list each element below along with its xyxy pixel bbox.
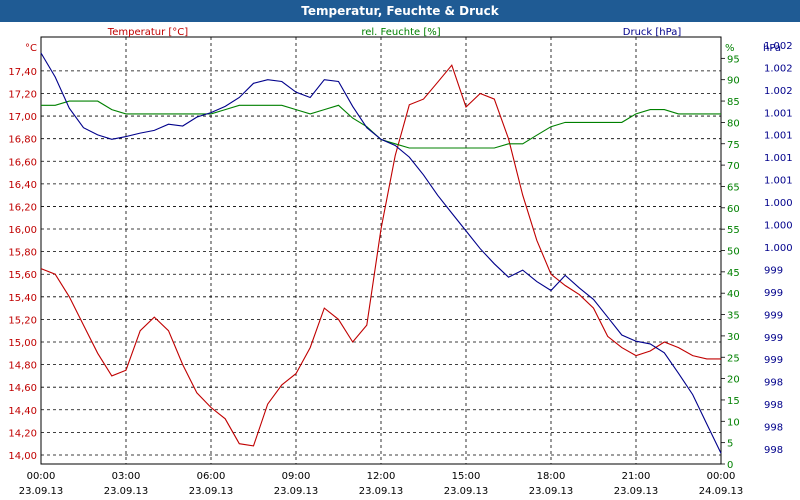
temperature-tick-label: 14,20 — [8, 428, 37, 439]
humidity-tick-label: 5 — [727, 439, 733, 450]
x-tick-time: 12:00 — [367, 471, 396, 482]
humidity-tick-label: 35 — [727, 311, 740, 322]
pressure-tick-label: 1.001 — [764, 108, 793, 119]
humidity-tick-label: 85 — [727, 97, 740, 108]
temperature-tick-label: 15,80 — [8, 248, 37, 259]
temperature-tick-label: 14,00 — [8, 451, 37, 462]
x-tick-date: 23.09.13 — [359, 486, 404, 497]
x-tick-date: 23.09.13 — [189, 486, 234, 497]
pressure-tick-label: 1.002 — [764, 41, 793, 52]
humidity-tick-label: 40 — [727, 289, 740, 300]
pressure-tick-label: 1.000 — [764, 243, 793, 254]
temperature-tick-label: 16,00 — [8, 225, 37, 236]
temperature-series-title: Temperatur [°C] — [107, 27, 188, 38]
humidity-tick-label: 55 — [727, 225, 740, 236]
temperature-tick-label: 16,20 — [8, 202, 37, 213]
pressure-tick-label: 1.001 — [764, 176, 793, 187]
pressure-tick-label: 999 — [764, 355, 783, 366]
pressure-tick-label: 1.001 — [764, 131, 793, 142]
pressure-tick-label: 1.001 — [764, 153, 793, 164]
pressure-tick-label: 998 — [764, 400, 783, 411]
x-tick-time: 06:00 — [197, 471, 226, 482]
x-tick-date: 23.09.13 — [19, 486, 64, 497]
x-tick-time: 09:00 — [282, 471, 311, 482]
humidity-tick-label: 60 — [727, 204, 740, 215]
x-tick-date: 24.09.13 — [699, 486, 744, 497]
humidity-series-title: rel. Feuchte [%] — [361, 27, 440, 38]
temperature-tick-label: 17,40 — [8, 67, 37, 78]
x-tick-time: 03:00 — [112, 471, 141, 482]
humidity-tick-label: 70 — [727, 161, 740, 172]
x-tick-time: 21:00 — [622, 471, 651, 482]
humidity-tick-label: 30 — [727, 332, 740, 343]
x-tick-date: 23.09.13 — [614, 486, 659, 497]
temperature-tick-label: 17,00 — [8, 112, 37, 123]
temperature-tick-label: 17,20 — [8, 89, 37, 100]
series-line-pressure — [40, 52, 722, 454]
humidity-tick-label: 10 — [727, 417, 740, 428]
humidity-tick-label: 95 — [727, 54, 740, 65]
humidity-tick-label: 20 — [727, 375, 740, 386]
pressure-tick-label: 999 — [764, 265, 783, 276]
x-tick-date: 23.09.13 — [444, 486, 489, 497]
x-tick-time: 00:00 — [27, 471, 56, 482]
temperature-tick-label: 15,20 — [8, 315, 37, 326]
humidity-tick-label: 90 — [727, 76, 740, 87]
pressure-tick-label: 998 — [764, 445, 783, 456]
humidity-tick-label: 15 — [727, 396, 740, 407]
labels: 14,00 14,20 14,40 14,60 14,80 15,00 15,20 15,40… — [8, 27, 792, 497]
x-tick-time: 18:00 — [537, 471, 566, 482]
temperature-tick-label: 15,40 — [8, 293, 37, 304]
pressure-tick-label: 1.000 — [764, 198, 793, 209]
humidity-tick-label: 25 — [727, 353, 740, 364]
pressure-tick-label: 998 — [764, 423, 783, 434]
pressure-tick-label: 1.002 — [764, 63, 793, 74]
pressure-tick-label: 1.000 — [764, 221, 793, 232]
x-tick-date: 23.09.13 — [529, 486, 574, 497]
x-tick-date: 23.09.13 — [274, 486, 319, 497]
x-tick-time: 00:00 — [707, 471, 736, 482]
temperature-tick-label: 16,80 — [8, 135, 37, 146]
pressure-tick-label: 1.002 — [764, 86, 793, 97]
pressure-tick-label: 999 — [764, 310, 783, 321]
pressure-unit: hPa — [763, 43, 781, 54]
pressure-tick-label: 999 — [764, 333, 783, 344]
temperature-tick-label: 16,60 — [8, 157, 37, 168]
series-group — [40, 52, 722, 454]
temperature-tick-label: 14,40 — [8, 406, 37, 417]
temperature-tick-label: 15,00 — [8, 338, 37, 349]
humidity-unit: % — [725, 43, 735, 54]
x-tick-date: 23.09.13 — [104, 486, 149, 497]
pressure-tick-label: 999 — [764, 288, 783, 299]
x-tick-time: 15:00 — [452, 471, 481, 482]
humidity-tick-label: 0 — [727, 460, 733, 471]
chart-title: Temperatur, Feuchte & Druck — [0, 0, 800, 22]
temperature-tick-label: 16,40 — [8, 180, 37, 191]
temperature-tick-label: 14,60 — [8, 383, 37, 394]
temperature-tick-label: 15,60 — [8, 270, 37, 281]
temperature-unit: °C — [25, 43, 37, 54]
pressure-tick-label: 998 — [764, 378, 783, 389]
series-line-temperature — [40, 64, 721, 447]
grid — [40, 37, 722, 464]
humidity-tick-label: 65 — [727, 182, 740, 193]
humidity-tick-label: 50 — [727, 247, 740, 258]
axes — [40, 36, 725, 465]
pressure-series-title: Druck [hPa] — [623, 27, 682, 38]
temperature-tick-label: 14,80 — [8, 361, 37, 372]
humidity-tick-label: 80 — [727, 118, 740, 129]
humidity-tick-label: 75 — [727, 140, 740, 151]
humidity-tick-label: 45 — [727, 268, 740, 279]
